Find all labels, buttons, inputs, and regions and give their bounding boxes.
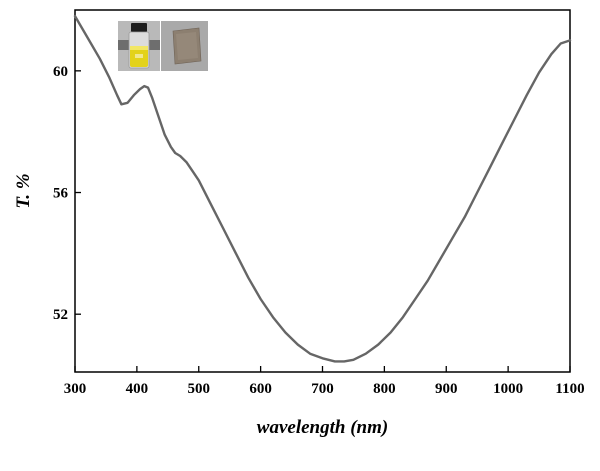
plot-layer: 300 400 500 600 700 800 900 1000 1100 52 56 60 wavel… [13,9,585,438]
x-tick-label: 500 [188,381,211,397]
y-tick-label: 56 [53,186,69,202]
x-tick-label: 800 [373,381,396,397]
x-tick-label: 600 [249,381,272,397]
x-tick-label: 400 [126,381,149,397]
film-photo [161,21,208,71]
x-tick-label: 700 [311,381,334,397]
y-tick-label: 52 [53,307,68,323]
transmittance-line [73,14,572,363]
x-tick-label: 1000 [493,381,523,397]
x-tick-label: 900 [435,381,458,397]
x-tick-label: 1100 [555,381,584,397]
y-axis-title: T. % [13,173,34,208]
vial-photo [118,21,160,71]
inset-photo [118,21,208,71]
x-axis-title: wavelength (nm) [257,417,388,438]
y-tick-label: 60 [53,64,68,80]
x-tick-label: 300 [64,381,87,397]
